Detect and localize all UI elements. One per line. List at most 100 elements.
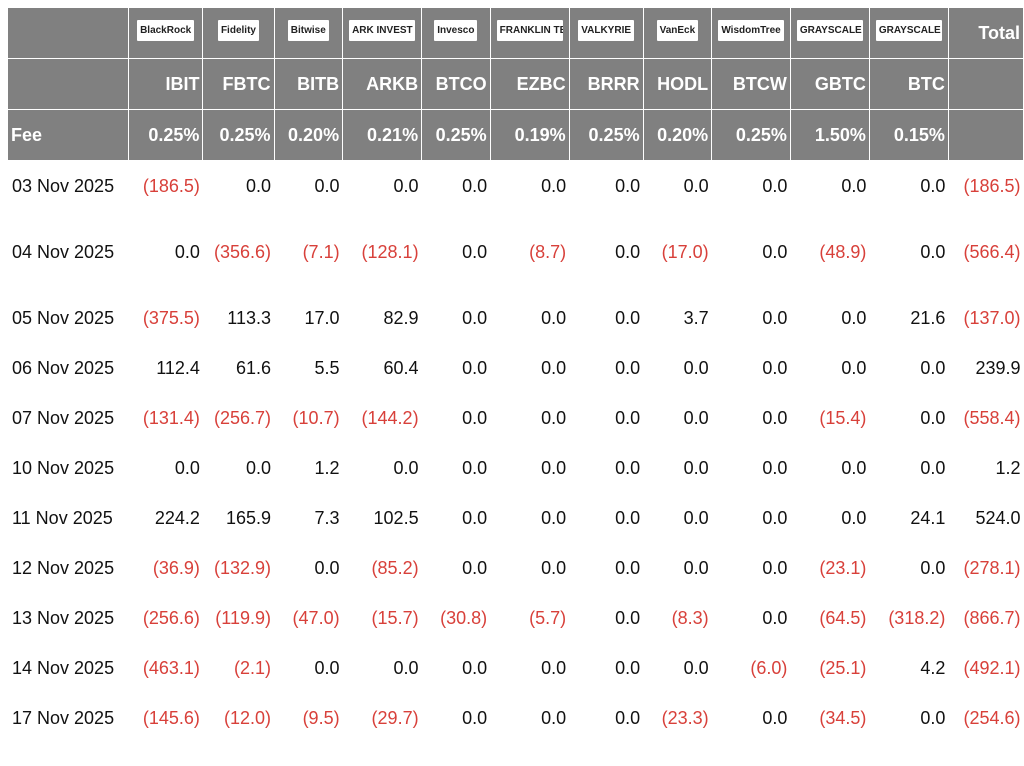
logo-cell: ARK INVEST bbox=[342, 8, 423, 59]
flow-cell: 0.0 bbox=[920, 357, 946, 378]
flow-cell: (48.9) bbox=[819, 241, 867, 262]
issuer-logo: VALKYRIE bbox=[578, 20, 635, 41]
logo-cell: WisdomTree bbox=[711, 8, 791, 59]
flow-cell: (132.9) bbox=[213, 557, 271, 578]
fee: 0.25% bbox=[569, 109, 644, 161]
flow-cell: (8.7) bbox=[529, 241, 567, 262]
flow-cell: 0.0 bbox=[541, 175, 567, 196]
flow-cell: 0.0 bbox=[762, 407, 788, 428]
flow-cell: 0.0 bbox=[615, 507, 641, 528]
flow-cell: 0.0 bbox=[615, 607, 641, 628]
fee: 0.25% bbox=[421, 109, 491, 161]
ticker: EZBC bbox=[490, 58, 570, 110]
flow-cell: 0.0 bbox=[762, 357, 788, 378]
flow-cell: (7.1) bbox=[302, 241, 340, 262]
flow-cell: 0.0 bbox=[683, 657, 709, 678]
flow-cell: 0.0 bbox=[683, 457, 709, 478]
data-row: 06 Nov 2025 112.4 61.6 5.5 60.4 0.0 0.0 0.0 0.0 0… bbox=[8, 343, 1024, 393]
flow-cell: 0.0 bbox=[762, 507, 788, 528]
logo-cell: Fidelity bbox=[202, 8, 275, 59]
flow-cell: 0.0 bbox=[683, 357, 709, 378]
logo-row: BlackRock Fidelity Bitwise ARK INVEST Invesc… bbox=[8, 8, 1024, 59]
logo-cell: GRAYSCALE bbox=[869, 8, 949, 59]
flow-cell: 0.0 bbox=[462, 507, 488, 528]
fee-label: Fee bbox=[8, 109, 129, 161]
ticker: BITB bbox=[274, 58, 344, 110]
flow-cell: 24.1 bbox=[910, 507, 946, 528]
flow-cell: 0.0 bbox=[314, 657, 340, 678]
flow-cell: 224.2 bbox=[154, 507, 200, 528]
flow-cell: 0.0 bbox=[762, 307, 788, 328]
flow-cell: (144.2) bbox=[361, 407, 419, 428]
flow-cell: (12.0) bbox=[223, 707, 271, 728]
flow-cell: 0.0 bbox=[541, 557, 567, 578]
total-cell: (558.4) bbox=[963, 407, 1021, 428]
flow-cell: 113.3 bbox=[227, 307, 271, 328]
fee: 0.20% bbox=[643, 109, 713, 161]
logo-cell: VanEck bbox=[643, 8, 713, 59]
fee: 0.15% bbox=[869, 109, 949, 161]
flow-cell: 0.0 bbox=[762, 607, 788, 628]
flow-cell: (25.1) bbox=[819, 657, 867, 678]
logo-cell: VALKYRIE bbox=[569, 8, 644, 59]
flow-cell: 0.0 bbox=[762, 557, 788, 578]
flow-cell: 0.0 bbox=[462, 557, 488, 578]
issuer-logo: Invesco bbox=[434, 20, 478, 41]
flow-cell: (34.5) bbox=[819, 707, 867, 728]
date-cell: 07 Nov 2025 bbox=[12, 407, 115, 428]
flow-cell: 0.0 bbox=[615, 557, 641, 578]
flow-cell: 3.7 bbox=[683, 307, 709, 328]
data-row: 11 Nov 2025 224.2 165.9 7.3 102.5 0.0 0.0 0.0 0.… bbox=[8, 493, 1024, 543]
flow-cell: 0.0 bbox=[841, 175, 867, 196]
flow-cell: (145.6) bbox=[142, 707, 200, 728]
flow-cell: 0.0 bbox=[541, 657, 567, 678]
issuer-logo: WisdomTree bbox=[718, 20, 784, 41]
fee-row: Fee 0.25% 0.25% 0.20% 0.21% 0.25% 0.19% 0.25% 0.… bbox=[8, 109, 1024, 161]
flow-cell: (5.7) bbox=[529, 607, 567, 628]
flow-cell: 17.0 bbox=[304, 307, 340, 328]
flow-cell: (131.4) bbox=[142, 407, 200, 428]
blank-cell bbox=[8, 58, 129, 110]
date-cell: 03 Nov 2025 bbox=[12, 175, 115, 196]
etf-flow-table: BlackRock Fidelity Bitwise ARK INVEST Invesc… bbox=[8, 8, 1024, 743]
fee: 1.50% bbox=[790, 109, 870, 161]
date-cell: 14 Nov 2025 bbox=[12, 657, 115, 678]
flow-cell: 0.0 bbox=[615, 307, 641, 328]
flow-cell: (119.9) bbox=[215, 607, 271, 628]
flow-cell: 0.0 bbox=[174, 457, 200, 478]
flow-cell: (256.7) bbox=[213, 407, 271, 428]
date-cell: 06 Nov 2025 bbox=[12, 357, 115, 378]
fee: 0.21% bbox=[342, 109, 423, 161]
flow-cell: (47.0) bbox=[292, 607, 340, 628]
logo-cell: BlackRock bbox=[128, 8, 204, 59]
fee: 0.25% bbox=[202, 109, 275, 161]
data-row: 12 Nov 2025 (36.9) (132.9) 0.0 (85.2) 0.0 0.0 0… bbox=[8, 543, 1024, 593]
flow-cell: 0.0 bbox=[615, 407, 641, 428]
flow-cell: 0.0 bbox=[541, 457, 567, 478]
total-cell: 524.0 bbox=[975, 507, 1021, 528]
date-cell: 05 Nov 2025 bbox=[12, 307, 115, 328]
data-row: 05 Nov 2025 (375.5) 113.3 17.0 82.9 0.0 0.0 0.0… bbox=[8, 293, 1024, 343]
fee: 0.20% bbox=[274, 109, 344, 161]
flow-cell: 1.2 bbox=[314, 457, 340, 478]
flow-cell: 0.0 bbox=[314, 557, 340, 578]
ticker: GBTC bbox=[790, 58, 870, 110]
ticker: IBIT bbox=[128, 58, 204, 110]
flow-cell: (17.0) bbox=[661, 241, 709, 262]
flow-cell: (23.3) bbox=[661, 707, 709, 728]
flow-cell: (23.1) bbox=[819, 557, 867, 578]
blank-cell bbox=[948, 58, 1024, 110]
data-row: 07 Nov 2025 (131.4) (256.7) (10.7) (144.2) 0.… bbox=[8, 393, 1024, 443]
issuer-logo: Bitwise bbox=[287, 20, 329, 41]
flow-cell: 0.0 bbox=[541, 307, 567, 328]
flow-cell: 0.0 bbox=[615, 707, 641, 728]
ticker: ARKB bbox=[342, 58, 423, 110]
flow-cell: 102.5 bbox=[373, 507, 419, 528]
flow-cell: 0.0 bbox=[314, 175, 340, 196]
flow-cell: (9.5) bbox=[302, 707, 340, 728]
flow-cell: 0.0 bbox=[462, 407, 488, 428]
issuer-logo: GRAYSCALE bbox=[796, 20, 863, 41]
total-cell: (866.7) bbox=[963, 607, 1021, 628]
flow-cell: 0.0 bbox=[841, 457, 867, 478]
